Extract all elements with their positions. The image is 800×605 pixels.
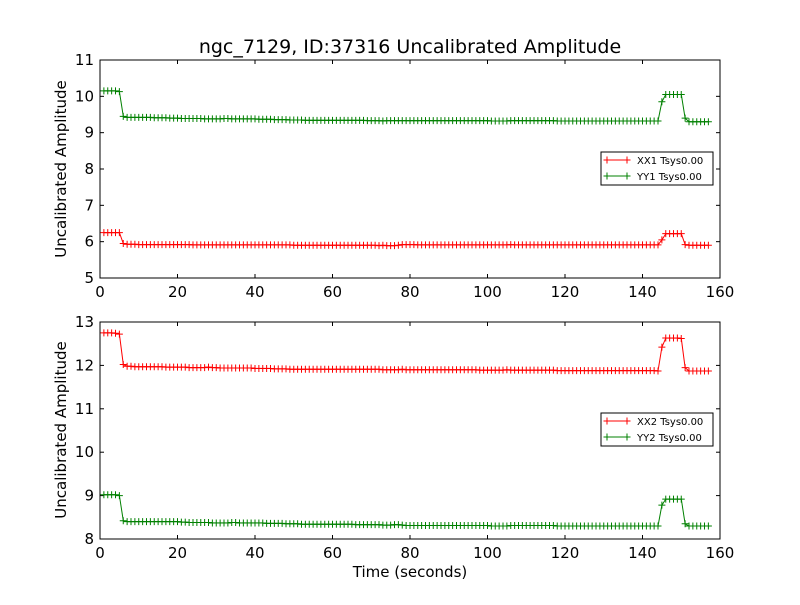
- chart-title: ngc_7129, ID:37316 Uncalibrated Amplitud…: [199, 36, 621, 58]
- data-point: [119, 112, 127, 120]
- x-tick-label: 0: [95, 283, 105, 301]
- y-tick-label: 7: [84, 196, 94, 214]
- y-tick-label: 10: [75, 443, 94, 461]
- x-tick-label: 160: [706, 283, 735, 301]
- x-tick-label: 160: [706, 544, 735, 562]
- x-tick-label: 140: [628, 544, 657, 562]
- y-tick-label: 9: [84, 487, 94, 505]
- data-point: [654, 522, 662, 530]
- legend-label: XX1 Tsys0.00: [637, 156, 703, 167]
- x-tick-label: 20: [168, 544, 187, 562]
- x-tick-label: 80: [400, 283, 419, 301]
- data-point: [681, 364, 689, 372]
- legend-box: [600, 151, 714, 186]
- data-point: [654, 367, 662, 375]
- series-1: [100, 329, 712, 375]
- series-2: [100, 491, 712, 530]
- data-point: [681, 114, 689, 122]
- data-point: [119, 239, 127, 247]
- legend-swatch-marker: [623, 417, 631, 425]
- y-axis-label: Uncalibrated Amplitude: [52, 341, 70, 518]
- x-tick-label: 80: [400, 544, 419, 562]
- data-point: [112, 329, 119, 337]
- data-point: [119, 361, 127, 369]
- data-point: [704, 522, 712, 530]
- x-tick-label: 140: [628, 283, 657, 301]
- legend-swatch-marker: [623, 433, 631, 441]
- data-point: [115, 492, 123, 500]
- x-tick-label: 40: [245, 283, 264, 301]
- x-tick-label: 20: [168, 283, 187, 301]
- legend-swatch-marker: [623, 172, 631, 180]
- data-point: [677, 91, 685, 99]
- data-point: [704, 241, 712, 249]
- series-2: [100, 87, 712, 126]
- x-tick-label: 100: [473, 283, 502, 301]
- x-tick-label: 120: [551, 544, 580, 562]
- y-tick-label: 10: [75, 87, 94, 105]
- data-point: [677, 334, 685, 342]
- legend-swatch-marker: [603, 417, 611, 425]
- data-point: [112, 491, 119, 499]
- data-point: [677, 495, 685, 503]
- data-point: [681, 520, 689, 528]
- x-tick-label: 120: [551, 283, 580, 301]
- data-point: [115, 229, 123, 237]
- legend-box: [600, 412, 714, 447]
- legend: XX2 Tsys0.00 YY2 Tsys0.00: [600, 412, 714, 447]
- data-point: [115, 88, 123, 96]
- y-tick-label: 11: [75, 400, 94, 418]
- x-tick-label: 40: [245, 544, 264, 562]
- data-point: [704, 367, 712, 375]
- y-tick-label: 6: [84, 233, 94, 251]
- y-tick-label: 9: [84, 124, 94, 142]
- legend-label: YY1 Tsys0.00: [636, 172, 702, 183]
- x-axis-label: Time (seconds): [352, 563, 468, 581]
- data-point: [394, 241, 402, 249]
- legend-swatch-marker: [603, 172, 611, 180]
- data-point: [112, 87, 119, 95]
- bottom-panel: 0 20 40 60 80 100 120 140 160 8 9 10 11 12 13 Uncalibra…: [52, 313, 734, 581]
- data-point: [681, 241, 689, 249]
- data-point: [654, 117, 662, 125]
- legend-label: XX2 Tsys0.00: [637, 417, 703, 428]
- data-point: [704, 118, 712, 126]
- data-point: [658, 343, 666, 351]
- y-tick-label: 8: [84, 530, 94, 548]
- y-tick-label: 13: [75, 313, 94, 331]
- data-point: [658, 501, 666, 509]
- data-point: [654, 241, 662, 249]
- data-point: [658, 236, 666, 244]
- data-point: [677, 230, 685, 238]
- x-tick-label: 60: [323, 544, 342, 562]
- x-tick-label: 60: [323, 283, 342, 301]
- y-tick-label: 11: [75, 51, 94, 69]
- y-tick-label: 12: [75, 356, 94, 374]
- x-tick-label: 100: [473, 544, 502, 562]
- legend-swatch-marker: [623, 156, 631, 164]
- data-point: [119, 517, 127, 525]
- y-axis-label: Uncalibrated Amplitude: [52, 80, 70, 257]
- series-1: [100, 229, 712, 250]
- y-tick-label: 5: [84, 269, 94, 287]
- legend-swatch-marker: [603, 433, 611, 441]
- legend-swatch-marker: [603, 156, 611, 164]
- data-point: [115, 330, 123, 338]
- y-tick-label: 8: [84, 160, 94, 178]
- data-point: [658, 98, 666, 106]
- legend: XX1 Tsys0.00 YY1 Tsys0.00: [600, 151, 714, 186]
- top-panel: 0 20 40 60 80 100 120 140 160 5 6 7 8 9 10 11 Uncalibrat…: [52, 51, 734, 301]
- x-tick-label: 0: [95, 544, 105, 562]
- legend-label: YY2 Tsys0.00: [636, 433, 702, 444]
